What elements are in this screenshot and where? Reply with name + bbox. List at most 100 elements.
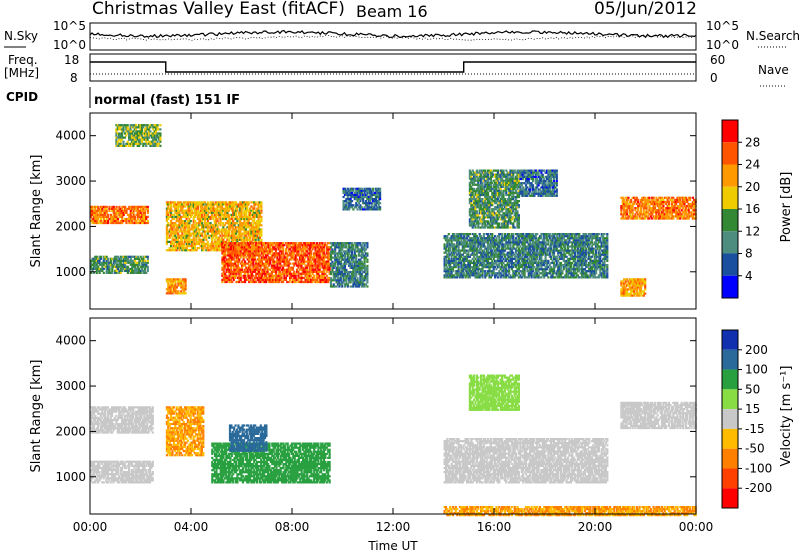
power-cell — [250, 226, 253, 229]
power-cell — [363, 189, 366, 192]
power-cell — [352, 248, 355, 251]
power-cell — [182, 224, 185, 227]
power-cell — [222, 215, 225, 218]
power-cell — [478, 261, 481, 265]
power-cell — [194, 213, 197, 216]
power-cell — [171, 242, 174, 246]
power-cell — [97, 261, 100, 264]
power-cell — [112, 209, 115, 212]
power-cell — [457, 261, 460, 265]
power-cell — [253, 270, 256, 273]
power-cell — [338, 266, 341, 269]
power-cell — [254, 201, 257, 204]
power-cell — [241, 226, 245, 229]
power-cell — [502, 247, 505, 250]
power-cell — [174, 234, 177, 237]
power-cell — [297, 252, 300, 255]
power-cell — [320, 274, 323, 277]
power-cell — [451, 274, 455, 277]
power-cell — [234, 272, 237, 275]
power-cell — [308, 280, 311, 284]
power-cell — [296, 244, 299, 247]
power-cell — [226, 250, 230, 253]
power-cell — [122, 265, 125, 268]
power-cell — [171, 238, 174, 241]
power-cell — [209, 230, 212, 233]
power-cell — [454, 264, 457, 267]
power-cell — [108, 269, 111, 272]
power-cell — [116, 217, 120, 221]
power-cell — [230, 205, 233, 208]
power-cell — [95, 263, 98, 266]
power-cell — [359, 195, 362, 199]
power-cell — [503, 249, 506, 252]
power-cell — [222, 228, 225, 231]
power-cell — [241, 205, 245, 208]
power-cell — [156, 126, 159, 129]
power-cell — [458, 276, 462, 279]
power-cell — [129, 257, 132, 260]
power-cell — [266, 246, 269, 249]
power-cell — [453, 239, 456, 242]
power-cell — [222, 238, 225, 241]
power-cell — [262, 270, 265, 273]
power-cell — [136, 144, 139, 147]
power-cell — [133, 269, 137, 272]
power-cell — [90, 205, 93, 208]
power-cell — [468, 247, 471, 250]
power-cell — [339, 250, 342, 253]
power-cell — [274, 276, 278, 279]
power-cell — [159, 136, 162, 139]
power-cell — [119, 124, 122, 127]
power-cell — [186, 245, 190, 248]
power-cell — [281, 266, 285, 269]
power-cell — [491, 272, 494, 275]
power-cell — [477, 255, 480, 258]
power-cell — [303, 260, 306, 263]
power-cell — [335, 273, 338, 276]
power-cell — [305, 246, 309, 249]
power-cell — [179, 203, 183, 206]
power-cell — [138, 209, 141, 212]
power-cell — [310, 260, 313, 263]
power-cell — [362, 200, 365, 203]
power-cell — [274, 270, 278, 273]
power-cell — [480, 253, 483, 256]
power-cell — [226, 222, 229, 225]
power-cell — [198, 232, 201, 235]
power-cell — [363, 260, 366, 263]
power-cell — [145, 265, 148, 268]
power-cell — [481, 266, 484, 269]
power-cell — [336, 281, 340, 284]
power-cell — [348, 256, 351, 259]
power-cell — [116, 128, 119, 131]
power-cell — [192, 224, 195, 227]
power-cell — [346, 260, 349, 263]
power-cell — [236, 254, 239, 257]
power-cell — [509, 235, 512, 238]
power-cell — [242, 274, 245, 277]
power-cell — [239, 222, 242, 225]
power-cell — [274, 260, 278, 263]
power-cell — [119, 269, 122, 272]
power-cell — [219, 217, 222, 221]
power-cell — [234, 201, 238, 204]
power-cell — [199, 222, 202, 225]
power-cell — [450, 270, 453, 273]
power-cell — [143, 209, 146, 212]
power-cell — [236, 246, 239, 249]
power-cell — [489, 257, 492, 260]
power-cell — [332, 279, 335, 282]
power-cell — [335, 281, 338, 284]
power-cell — [95, 213, 98, 216]
power-cell — [232, 222, 235, 225]
power-cell — [484, 270, 487, 273]
power-cell — [146, 205, 149, 208]
power-cell — [241, 266, 244, 269]
power-cell — [239, 254, 242, 257]
power-cell — [362, 202, 365, 205]
power-cell — [370, 206, 373, 209]
power-cell — [287, 262, 290, 265]
power-cell — [181, 222, 184, 225]
power-cell — [290, 274, 293, 277]
